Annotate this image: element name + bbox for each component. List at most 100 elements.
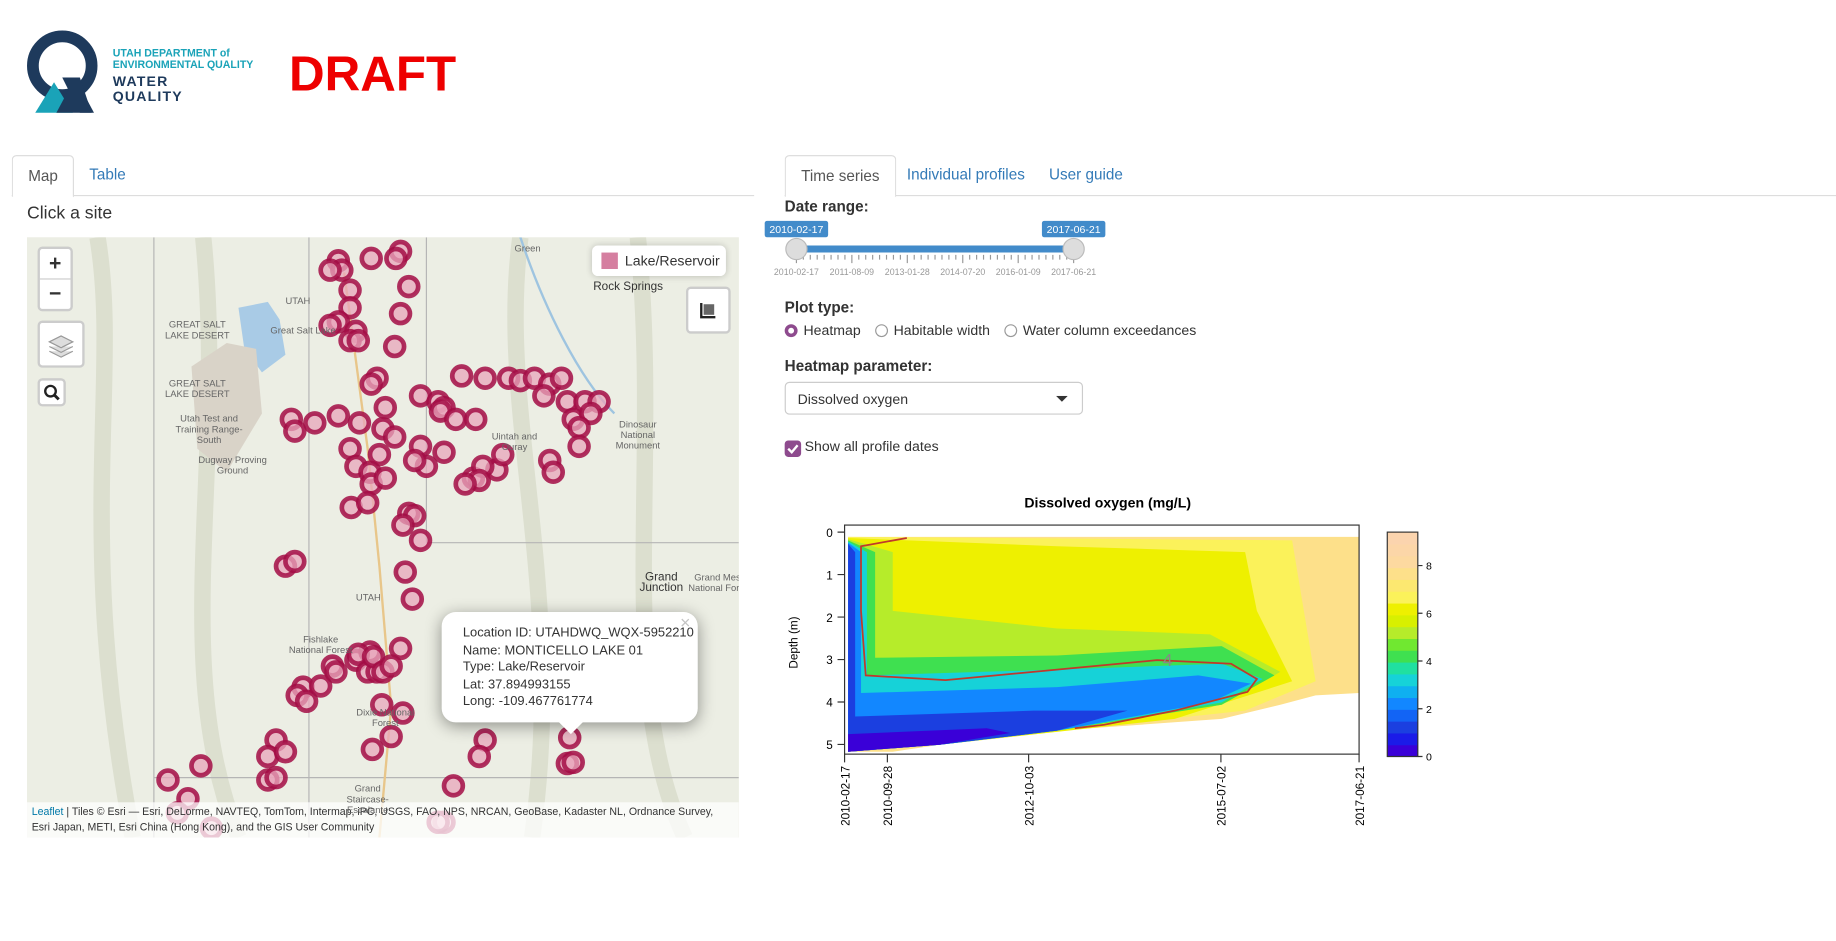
- popup-line: Lat: 37.894993155: [462, 677, 571, 692]
- site-marker[interactable]: [391, 701, 415, 725]
- tab[interactable]: Map: [11, 155, 75, 198]
- site-marker[interactable]: [391, 513, 415, 537]
- x-tick-label: 2017-06-21: [1354, 766, 1367, 826]
- site-marker[interactable]: [393, 560, 418, 584]
- map-label: Great Salt Lake: [270, 325, 336, 336]
- slider-handle[interactable]: [785, 237, 808, 261]
- site-marker[interactable]: [532, 384, 556, 408]
- site-marker[interactable]: [382, 425, 407, 449]
- parameter-select[interactable]: Dissolved oxygen: [784, 381, 1084, 415]
- site-marker[interactable]: [373, 466, 398, 490]
- site-marker[interactable]: [359, 372, 383, 396]
- site-marker[interactable]: [355, 491, 380, 515]
- slider-tick-label: 2011-08-09: [830, 267, 874, 277]
- site-marker[interactable]: [467, 744, 492, 769]
- site-marker[interactable]: [283, 549, 307, 574]
- site-marker[interactable]: [388, 636, 413, 661]
- site-marker[interactable]: [491, 442, 515, 467]
- tab[interactable]: User guide: [1048, 165, 1123, 184]
- site-marker[interactable]: [379, 654, 403, 678]
- x-tick-label: 2010-02-17: [839, 766, 852, 826]
- select-value: Dissolved oxygen: [797, 391, 909, 408]
- site-marker[interactable]: [463, 407, 488, 432]
- tab[interactable]: Table: [89, 165, 126, 184]
- slider-tick-label: 2016-01-09: [996, 267, 1041, 277]
- show-all-checkbox[interactable]: [784, 440, 802, 457]
- site-marker[interactable]: [473, 366, 497, 390]
- map-label: Dixie National Forest: [356, 707, 415, 729]
- site-marker[interactable]: [294, 689, 319, 714]
- site-marker[interactable]: [303, 411, 327, 435]
- site-marker[interactable]: [567, 415, 591, 440]
- select-caret: [1056, 395, 1068, 402]
- popup-line: Name: MONTICELLO LAKE 01: [462, 643, 644, 658]
- site-marker[interactable]: [273, 740, 298, 764]
- slider-value-box: [764, 220, 829, 238]
- site-marker[interactable]: [360, 737, 385, 762]
- site-marker[interactable]: [370, 693, 394, 717]
- site-marker[interactable]: [283, 419, 307, 443]
- check-icon: [787, 444, 799, 454]
- plot-type-label: Plot type:: [784, 298, 855, 316]
- colorbar-segment: [1387, 532, 1418, 545]
- site-marker[interactable]: [384, 246, 408, 271]
- site-marker[interactable]: [326, 404, 351, 428]
- site-marker[interactable]: [382, 334, 407, 359]
- layers-icon: [48, 335, 75, 358]
- site-marker[interactable]: [318, 258, 342, 282]
- radio-label: Water column exceedances: [1022, 321, 1197, 339]
- popup-close[interactable]: ×: [680, 613, 691, 634]
- chart-title: Dissolved oxygen (mg/L): [1024, 494, 1191, 510]
- site-marker[interactable]: [318, 313, 342, 338]
- site-marker[interactable]: [408, 528, 433, 553]
- zoom-out[interactable]: −: [49, 281, 62, 306]
- site-marker[interactable]: [156, 768, 180, 792]
- x-tick-label: 2010-09-28: [882, 765, 895, 825]
- site-marker[interactable]: [373, 395, 398, 420]
- tab[interactable]: Individual profiles: [906, 165, 1025, 184]
- attribution-link[interactable]: Leaflet: [31, 805, 64, 818]
- site-marker[interactable]: [308, 674, 333, 698]
- map-label: UTAH: [355, 592, 381, 603]
- plot-frame: [843, 524, 1360, 755]
- tab-rule: [784, 194, 1836, 197]
- site-marker[interactable]: [541, 460, 566, 484]
- site-marker[interactable]: [347, 411, 372, 435]
- site-marker[interactable]: [402, 448, 427, 473]
- date-slider[interactable]: 2010-02-17 2011-08-09 2013-01-28 2014-07-20…: [752, 216, 1128, 286]
- plot-type-option[interactable]: Habitable width: [874, 322, 990, 338]
- site-marker[interactable]: [359, 246, 383, 271]
- slider-value-box: [1041, 220, 1106, 238]
- zoom-in[interactable]: +: [39, 249, 71, 280]
- fullscreen-button[interactable]: [686, 286, 731, 334]
- site-marker[interactable]: [367, 442, 392, 467]
- slider-handle[interactable]: [1062, 237, 1085, 261]
- site-marker[interactable]: [346, 328, 371, 353]
- site-marker[interactable]: [449, 364, 474, 388]
- site-marker[interactable]: [379, 724, 403, 749]
- site-marker[interactable]: [189, 754, 213, 778]
- map-label: Dugway Proving Ground: [198, 454, 267, 476]
- tab[interactable]: Time series: [784, 155, 896, 198]
- site-marker[interactable]: [264, 765, 288, 790]
- site-marker[interactable]: [453, 472, 477, 496]
- site-marker[interactable]: [444, 407, 468, 432]
- site-marker[interactable]: [561, 750, 585, 775]
- legend-swatch: [601, 252, 618, 269]
- site-marker[interactable]: [400, 587, 425, 611]
- plot-type-option[interactable]: Water column exceedances: [1004, 322, 1196, 338]
- plot-type-option[interactable]: Heatmap: [784, 322, 861, 338]
- slider-value: 2010-02-17: [769, 224, 823, 236]
- site-marker[interactable]: [549, 366, 574, 390]
- site-marker[interactable]: [388, 301, 413, 326]
- site-marker[interactable]: [432, 440, 456, 464]
- search-button[interactable]: [37, 378, 66, 407]
- site-marker[interactable]: [324, 660, 348, 684]
- layers-button[interactable]: [37, 320, 85, 368]
- site-marker[interactable]: [441, 774, 466, 798]
- slider-track: [796, 245, 1074, 253]
- site-marker[interactable]: [567, 434, 591, 459]
- map[interactable]: + − Lake/Reservoir Leaflet | Tiles © Esr…: [27, 237, 739, 838]
- site-marker[interactable]: [397, 274, 421, 299]
- search-icon: [44, 384, 60, 401]
